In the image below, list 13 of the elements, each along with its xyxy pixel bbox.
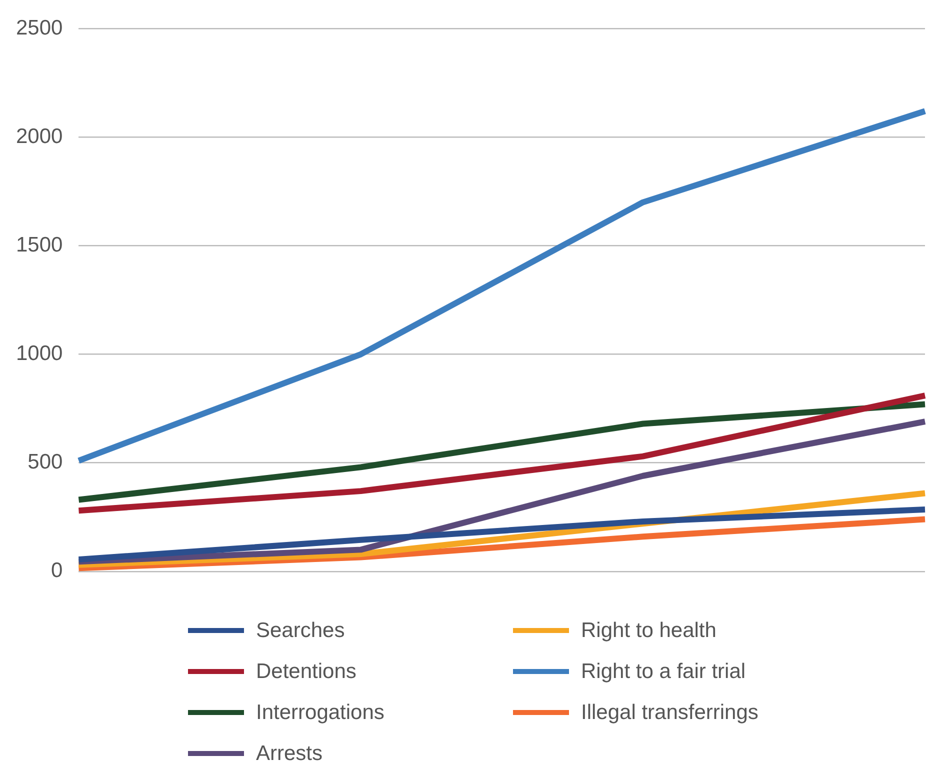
legend-label: Arrests (256, 742, 323, 766)
legend-label: Interrogations (256, 700, 384, 724)
legend-label: Right to a fair trial (581, 660, 746, 684)
y-tick-label: 2500 (16, 16, 63, 40)
legend-label: Illegal transferrings (581, 700, 758, 724)
y-tick-label: 0 (51, 559, 63, 582)
y-tick-label: 500 (28, 450, 63, 474)
y-tick-label: 1000 (16, 342, 63, 366)
y-tick-label: 2000 (16, 124, 63, 148)
legend-label: Detentions (256, 660, 356, 684)
legend-label: Right to health (581, 618, 716, 642)
legend-label: Searches (256, 618, 345, 642)
y-tick-label: 1500 (16, 234, 63, 257)
